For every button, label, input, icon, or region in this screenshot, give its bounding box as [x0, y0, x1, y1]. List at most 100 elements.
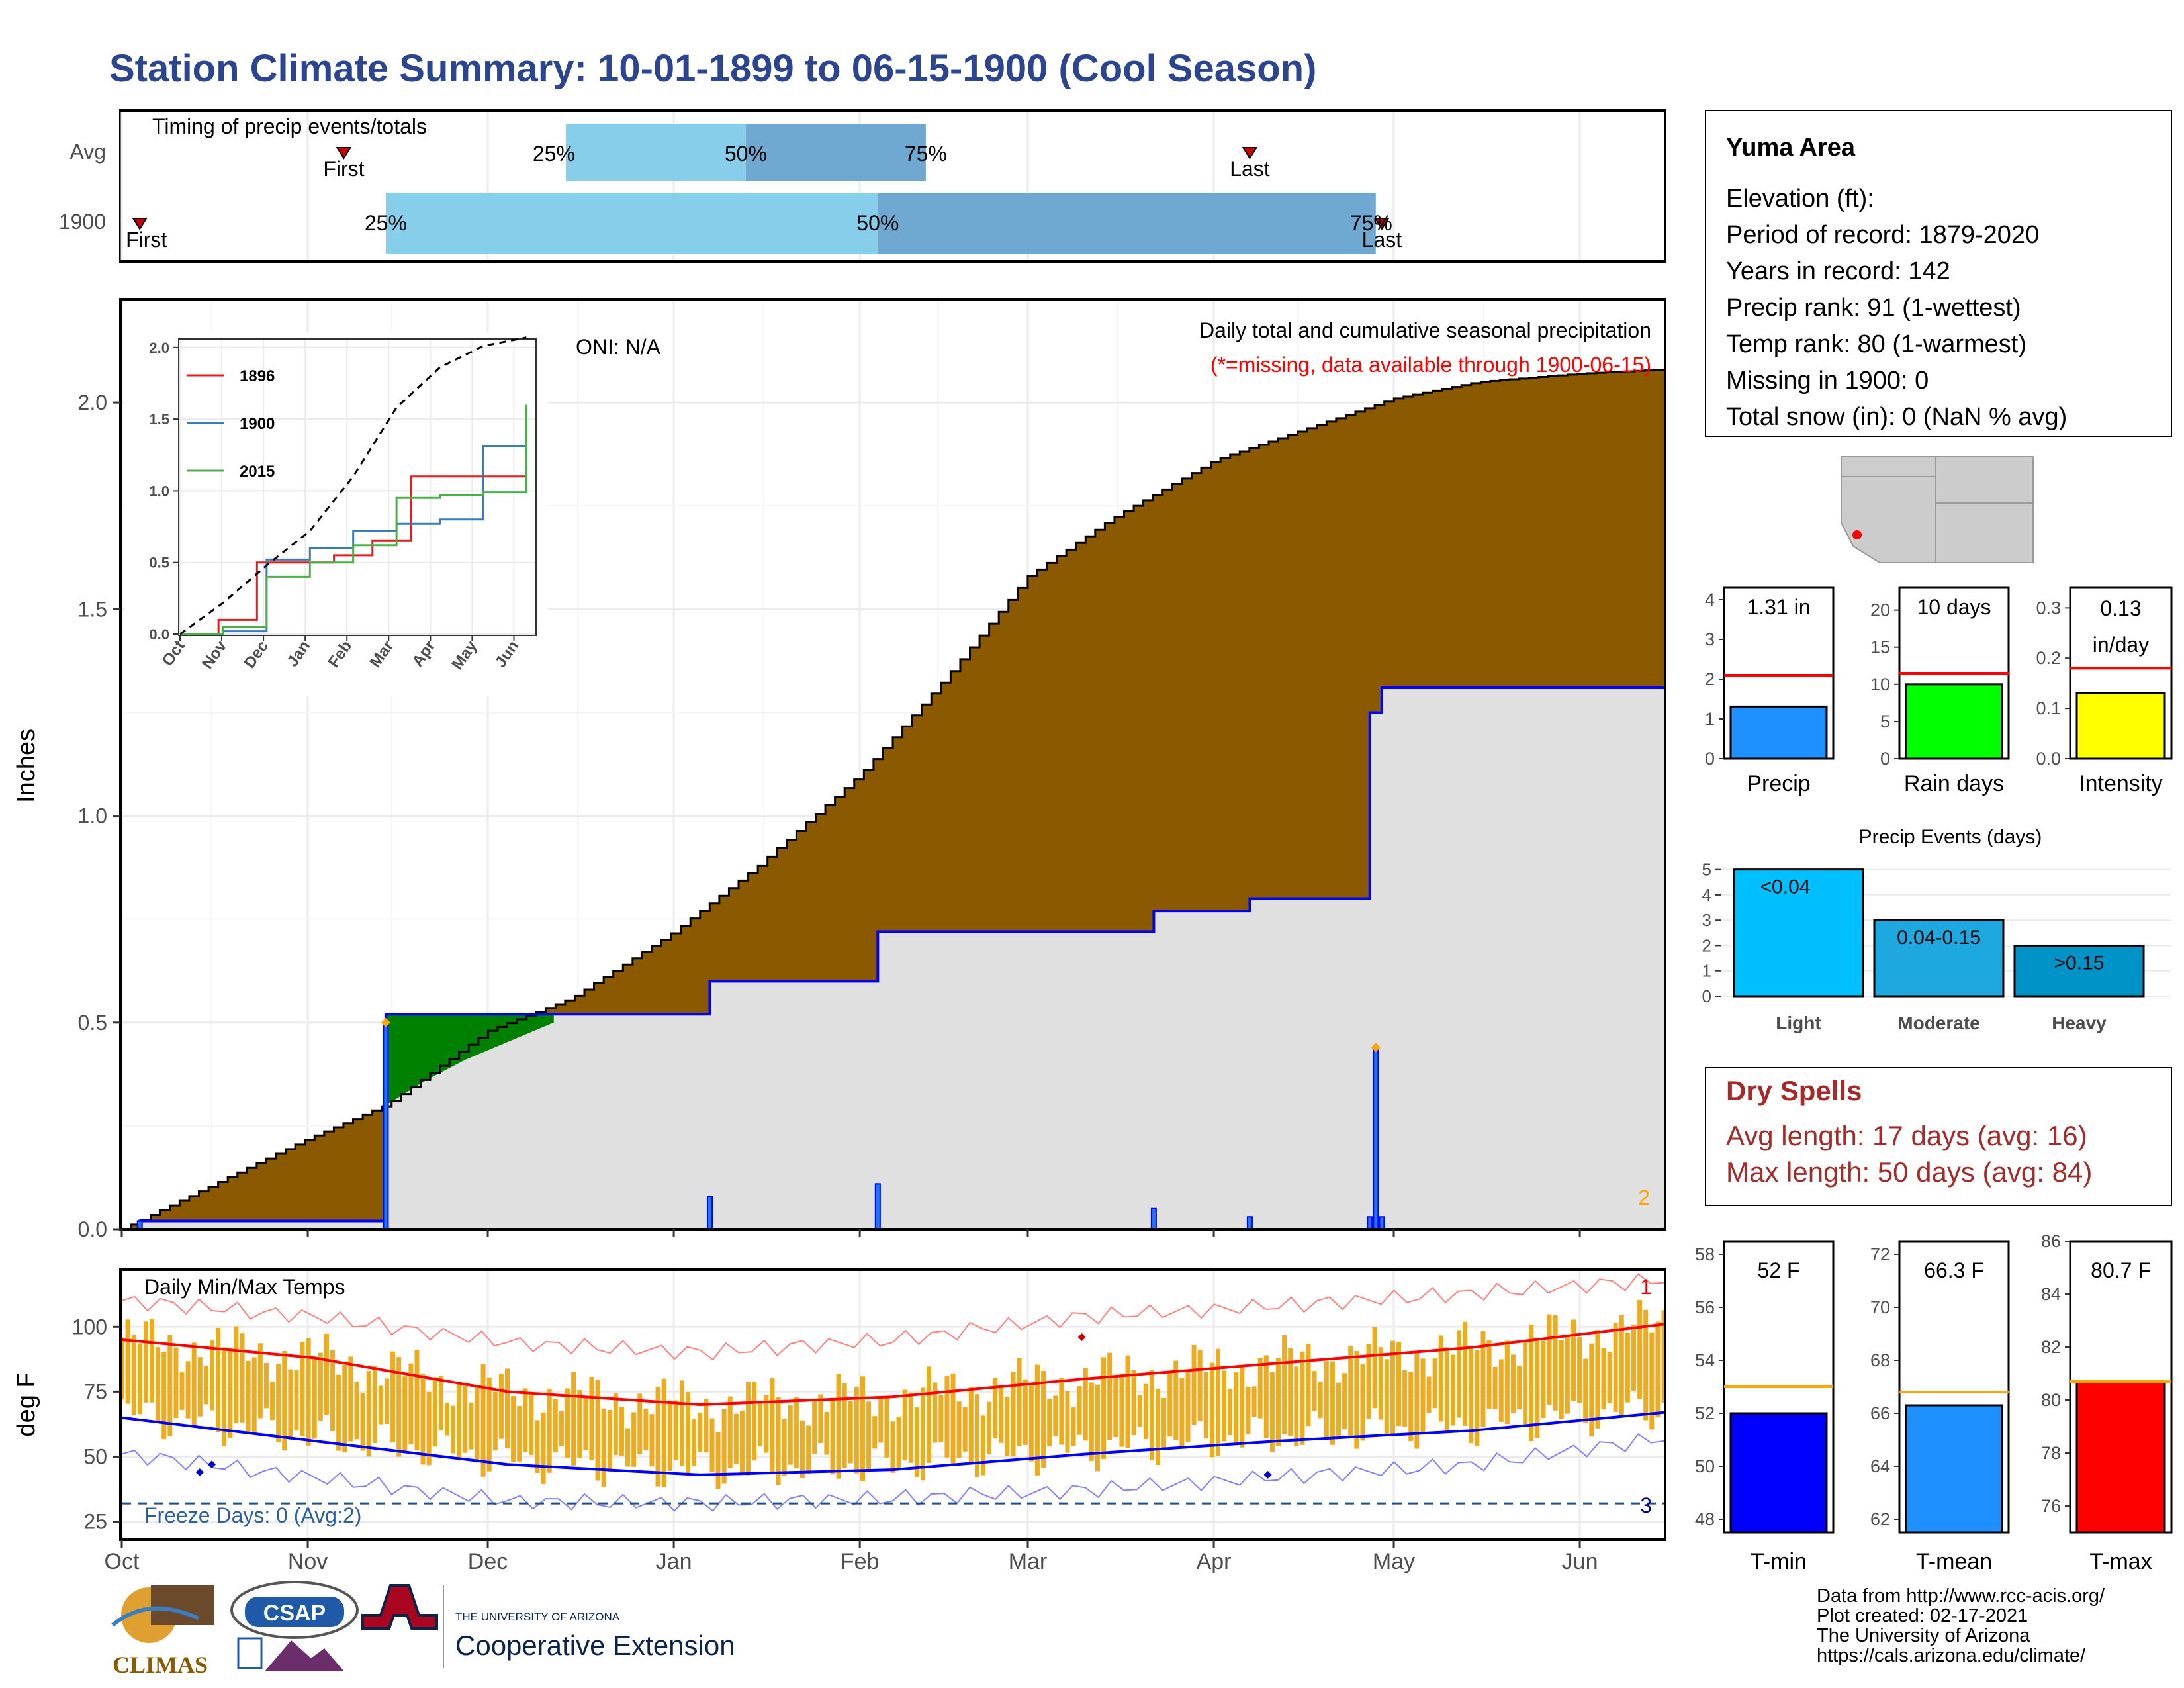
- daily-temp-bar: [517, 1406, 522, 1462]
- daily-temp-bar: [1089, 1382, 1094, 1461]
- precip-ylabel: Inches: [13, 729, 40, 803]
- temp-ytick-label: 50: [83, 1444, 107, 1468]
- precip-y-axis: 0.0 0.5 1.0 1.5 2.0: [78, 391, 120, 1241]
- intensity-summary-label: Intensity: [2079, 771, 2163, 796]
- daily-temp-bar: [1131, 1370, 1136, 1436]
- daily-precip-bar: [706, 1196, 713, 1230]
- station-line: Precip rank: 91 (1-wettest): [1726, 294, 2021, 322]
- daily-temp-bar: [463, 1384, 468, 1453]
- daily-temp-bar: [420, 1373, 426, 1465]
- month-label: Jun: [1562, 1549, 1598, 1574]
- precip-summary: 0 1 2 3 4 1.31 in Precip: [1705, 586, 1835, 796]
- daily-temp-bar: [1240, 1365, 1245, 1448]
- location-map: [1841, 456, 2034, 563]
- daily-precip-bar: [1246, 1216, 1253, 1231]
- daily-temp-bar: [1155, 1389, 1160, 1465]
- inset-ytick-label: 1.0: [149, 483, 169, 499]
- inset-ytick-label: 1.5: [149, 411, 169, 428]
- daily-temp-bar: [210, 1340, 215, 1411]
- daily-temp-bar: [1234, 1372, 1239, 1444]
- daily-temp-bar: [1257, 1358, 1263, 1419]
- inset-ytick-label: 2.0: [149, 340, 169, 356]
- daily-temp-bar: [794, 1397, 799, 1469]
- y1900-25-label: 25%: [365, 211, 407, 235]
- daily-temp-bar: [764, 1395, 769, 1453]
- daily-temp-bar: [1366, 1344, 1371, 1419]
- precip-note: Daily total and cumulative seasonal prec…: [1199, 318, 1651, 342]
- daily-temp-bar: [1378, 1347, 1383, 1420]
- daily-temp-bar: [1276, 1358, 1281, 1446]
- daily-temp-bar: [1095, 1384, 1100, 1472]
- daily-temp-bar: [414, 1350, 420, 1450]
- events-ytick-label: 0: [1702, 986, 1711, 1006]
- ua-a-icon: [361, 1584, 438, 1630]
- daily-temp-bar: [1137, 1395, 1142, 1427]
- daily-temp-bar: [619, 1407, 624, 1456]
- daily-temp-bar: [866, 1401, 872, 1470]
- timing-row-1900: 1900: [59, 210, 106, 234]
- daily-temp-bar: [444, 1403, 449, 1436]
- intensity-summary-value: in/day: [2093, 633, 2149, 657]
- events-bar: [1733, 868, 1864, 998]
- daily-temp-bar: [824, 1411, 829, 1455]
- avg-cumulative-line: [122, 369, 1665, 1231]
- station-frame: [1705, 110, 2172, 437]
- daily-temp-bar: [1161, 1397, 1167, 1450]
- avg-75-label: 75%: [905, 142, 947, 165]
- daily-temp-bar: [408, 1363, 414, 1445]
- daily-temp-bar: [150, 1319, 155, 1403]
- tmin-summary-ytick-label: 54: [1695, 1350, 1715, 1370]
- dry-spells-box: Dry Spells Avg length: 17 days (avg: 16)…: [1705, 1067, 2172, 1206]
- daily-temp-bar: [1209, 1362, 1214, 1458]
- footer-line: Plot created: 02-17-2021: [1817, 1605, 2028, 1626]
- daily-temp-bar: [1119, 1374, 1124, 1447]
- daily-temp-bar: [1529, 1325, 1534, 1442]
- daily-temp-bar: [1601, 1348, 1606, 1410]
- tmax-summary-value: 80.7 F: [2091, 1258, 2151, 1282]
- tmax-summary-bar: [2075, 1380, 2166, 1534]
- daily-temp-bar: [457, 1382, 462, 1461]
- temp-label: Daily Min/Max Temps: [144, 1275, 345, 1299]
- ua-logo: THE UNIVERSITY OF ARIZONA Cooperative Ex…: [361, 1584, 735, 1668]
- events-title: Precip Events (days): [1859, 826, 2042, 848]
- timing-bar-25-50: [385, 193, 878, 254]
- tmean-summary-ytick-label: 70: [1870, 1297, 1890, 1317]
- daily-temp-bar: [842, 1383, 847, 1468]
- daily-precip-bar: [383, 1021, 389, 1231]
- daily-temp-bar: [812, 1399, 817, 1454]
- tmin-summary-label: T-min: [1751, 1549, 1807, 1574]
- precip-ytick-label: 1.0: [78, 804, 107, 828]
- daily-temp-bar: [1384, 1359, 1389, 1436]
- daily-temp-bar: [607, 1409, 612, 1472]
- daily-temp-bar: [559, 1411, 564, 1447]
- daily-temp-bar: [475, 1387, 480, 1463]
- daily-temp-bar: [692, 1419, 697, 1467]
- tmin-summary-ytick-label: 50: [1695, 1456, 1715, 1476]
- daily-temp-bar: [776, 1397, 781, 1485]
- daily-temp-bar: [1457, 1330, 1462, 1418]
- daily-temp-bar: [137, 1343, 142, 1415]
- daily-temp-bar: [498, 1374, 504, 1439]
- daily-temp-bar: [1541, 1340, 1546, 1419]
- intensity-summary-ytick-label: 0.3: [2036, 598, 2061, 618]
- daily-temp-bar: [390, 1351, 396, 1443]
- daily-precip-bar: [1367, 1216, 1373, 1231]
- daily-temp-bar: [752, 1382, 757, 1461]
- daily-temp-bar: [173, 1347, 179, 1419]
- y1900-last-label: Last: [1362, 228, 1402, 252]
- raindays-summary-ytick-label: 0: [1880, 749, 1890, 769]
- daily-temp-bar: [1450, 1354, 1455, 1426]
- daily-temp-bar: [372, 1366, 377, 1444]
- raindays-summary-ytick-label: 10: [1870, 675, 1890, 694]
- daily-max-marker: [381, 1017, 390, 1027]
- daily-temp-bar: [324, 1333, 329, 1415]
- daily-temp-bar: [234, 1326, 239, 1423]
- inset-ytick-label: 0.5: [149, 555, 169, 571]
- station-name: Yuma Area: [1726, 134, 1856, 162]
- daily-temp-bar: [1577, 1336, 1582, 1403]
- csap-badge: [245, 1597, 344, 1627]
- month-label: Mar: [1009, 1549, 1048, 1574]
- daily-temp-bar: [228, 1348, 233, 1438]
- daily-temp-bar: [1336, 1382, 1342, 1436]
- daily-temp-bar: [896, 1417, 901, 1471]
